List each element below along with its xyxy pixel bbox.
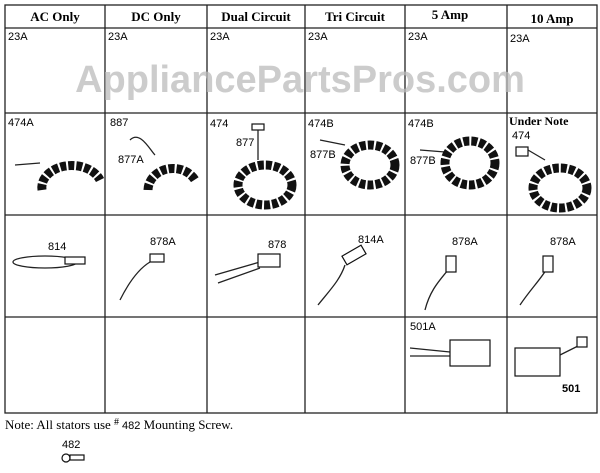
header-dual-circuit: Dual Circuit <box>221 9 291 24</box>
part-label: 23A <box>510 33 530 45</box>
connector-878-icon <box>214 253 281 284</box>
part-label: 877A <box>118 154 144 166</box>
stator-877b-icon <box>319 139 400 190</box>
part-label: 878A <box>150 236 176 248</box>
part-label: 814 <box>48 241 66 253</box>
part-label: 474 <box>210 118 228 130</box>
part-label: 501A <box>410 321 436 333</box>
part-label: 23A <box>108 31 128 43</box>
wire-814a-icon <box>317 244 367 306</box>
part-label: 877 <box>236 137 254 149</box>
rectifier-501a-icon <box>409 339 491 367</box>
wire-814-icon <box>12 255 86 269</box>
stator-474a-icon <box>14 161 105 191</box>
stator-877b-5amp-icon <box>419 136 500 190</box>
part-label: 474 <box>512 130 530 142</box>
part-label: 878 <box>268 239 286 251</box>
header-ac-only: AC Only <box>30 9 80 24</box>
header-5-amp: 5 Amp <box>432 7 468 22</box>
stator-474-10amp-icon <box>515 146 592 213</box>
part-label: 23A <box>210 31 230 43</box>
part-label: 877B <box>410 155 436 167</box>
part-label: Under Note <box>509 114 569 128</box>
mounting-screw-icon <box>61 453 85 463</box>
part-label: 814A <box>358 234 384 246</box>
part-label: 878A <box>550 236 576 248</box>
regulator-501-icon <box>514 336 588 377</box>
wire-878a-10amp-icon <box>519 255 554 306</box>
part-label: 474B <box>408 118 434 130</box>
part-label: 878A <box>452 236 478 248</box>
part-label: 474B <box>308 118 334 130</box>
part-label: 23A <box>8 31 28 43</box>
header-10-amp: 10 Amp <box>531 11 574 26</box>
header-tri-circuit: Tri Circuit <box>325 9 385 24</box>
part-label: 501 <box>562 383 580 395</box>
stator-877-icon <box>233 123 297 210</box>
header-dc-only: DC Only <box>131 9 181 24</box>
stator-877a-icon <box>129 136 199 191</box>
part-label: 23A <box>308 31 328 43</box>
note-text: Note: All stators use #482 Mounting Scre… <box>5 417 233 432</box>
grid <box>4 4 598 414</box>
wire-878a-icon <box>119 253 165 301</box>
screw-label: 482 <box>62 439 80 451</box>
part-label: 887 <box>110 117 128 129</box>
wire-878a-5amp-icon <box>424 255 457 311</box>
watermark: AppliancePartsPros.com <box>75 59 525 101</box>
part-label: 23A <box>408 31 428 43</box>
part-label: 877B <box>310 149 336 161</box>
part-label: 474A <box>8 117 34 129</box>
